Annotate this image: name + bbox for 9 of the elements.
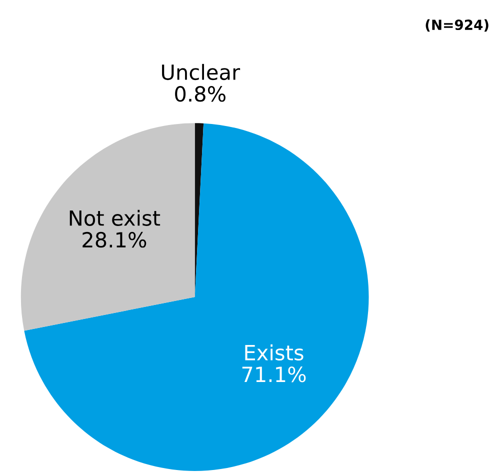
text: (N=924) — [426, 19, 488, 32]
slice-label: Exists — [245, 344, 304, 360]
slice-label: Not exist — [70, 210, 160, 226]
slice-label: Unclear — [162, 64, 240, 80]
pie-slice — [24, 123, 369, 471]
data-label: 71.1% — [242, 366, 306, 382]
data-label: 28.1% — [82, 232, 146, 248]
pie-slice — [20, 123, 195, 331]
data-label: 0.8% — [175, 86, 226, 102]
